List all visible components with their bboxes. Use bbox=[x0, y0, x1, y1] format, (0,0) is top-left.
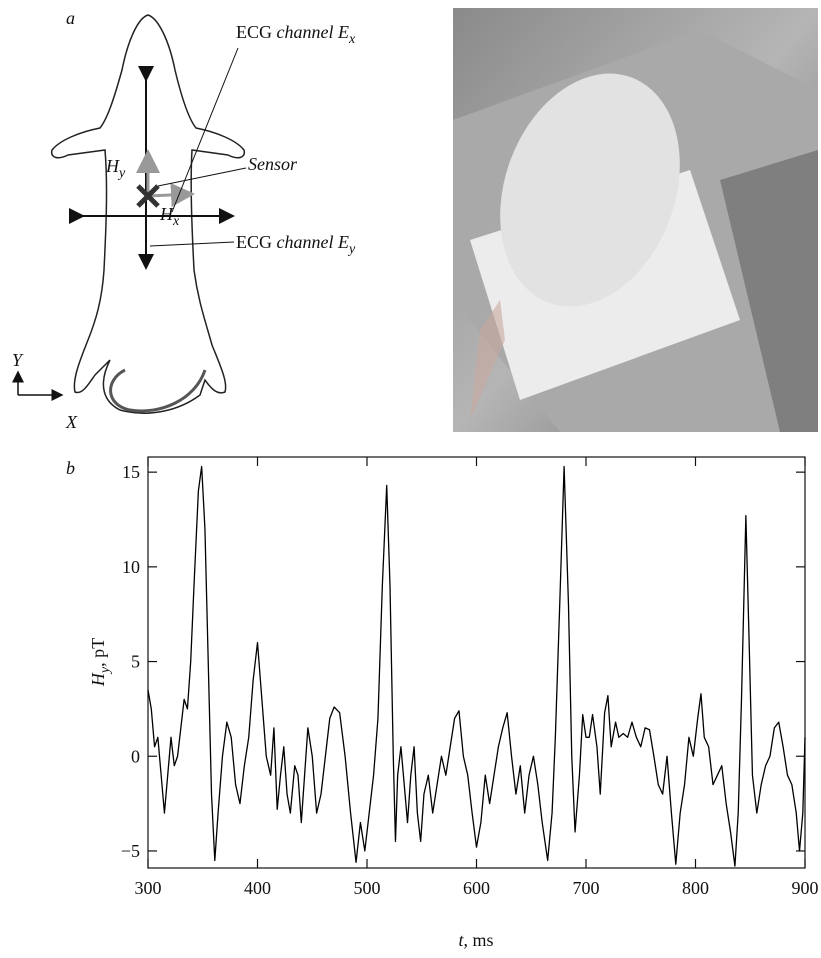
hy-label: Hy bbox=[105, 156, 126, 181]
x-tick-label: 800 bbox=[682, 878, 709, 898]
x-tick-label: 700 bbox=[573, 878, 600, 898]
panel-label: b bbox=[66, 458, 75, 478]
text: H bbox=[159, 204, 174, 224]
text: , pT bbox=[88, 638, 108, 667]
text: channel E bbox=[277, 232, 349, 252]
x-tick-label: 500 bbox=[354, 878, 381, 898]
leader-line bbox=[157, 167, 247, 187]
axis-x-label: X bbox=[65, 412, 78, 432]
text: ECG bbox=[236, 232, 277, 252]
ecg-y-label: ECG channel Ey bbox=[236, 232, 356, 257]
rat-drawing bbox=[50, 14, 246, 414]
y-tick-label: 10 bbox=[122, 557, 140, 577]
sensor-label: Sensor bbox=[248, 154, 298, 174]
plot-frame bbox=[147, 456, 806, 869]
x-tick-label: 900 bbox=[792, 878, 819, 898]
text: x bbox=[172, 214, 180, 229]
text: , ms bbox=[464, 930, 494, 950]
leader-line bbox=[149, 241, 235, 247]
text: y bbox=[98, 666, 113, 675]
text: channel E bbox=[277, 22, 349, 42]
leader-line bbox=[171, 47, 239, 213]
text: y bbox=[117, 166, 126, 181]
y-tick-label: 5 bbox=[131, 652, 140, 672]
axis-y-label: Y bbox=[12, 350, 24, 370]
sensor-mark bbox=[136, 184, 160, 208]
photo bbox=[453, 8, 818, 432]
x-tick-label: 300 bbox=[135, 878, 162, 898]
y-tick-label: −5 bbox=[121, 841, 140, 861]
ecg-x-label: ECG channel Ex bbox=[236, 22, 356, 47]
text: y bbox=[347, 242, 356, 257]
x-tick-label: 400 bbox=[244, 878, 271, 898]
text: x bbox=[348, 32, 356, 47]
x-axis-label: t, ms bbox=[458, 930, 493, 950]
text: ECG bbox=[236, 22, 277, 42]
y-axis-label: Hy, pT bbox=[88, 638, 113, 687]
y-tick-label: 0 bbox=[131, 746, 140, 766]
y-tick-label: 15 bbox=[122, 462, 140, 482]
x-tick-label: 600 bbox=[463, 878, 490, 898]
data-line bbox=[147, 465, 806, 867]
text: t bbox=[458, 930, 464, 950]
panel-label: a bbox=[66, 8, 75, 28]
text: H bbox=[88, 672, 108, 687]
hx-label: Hx bbox=[159, 204, 180, 229]
text: H bbox=[105, 156, 120, 176]
hx-arrow bbox=[147, 182, 195, 207]
